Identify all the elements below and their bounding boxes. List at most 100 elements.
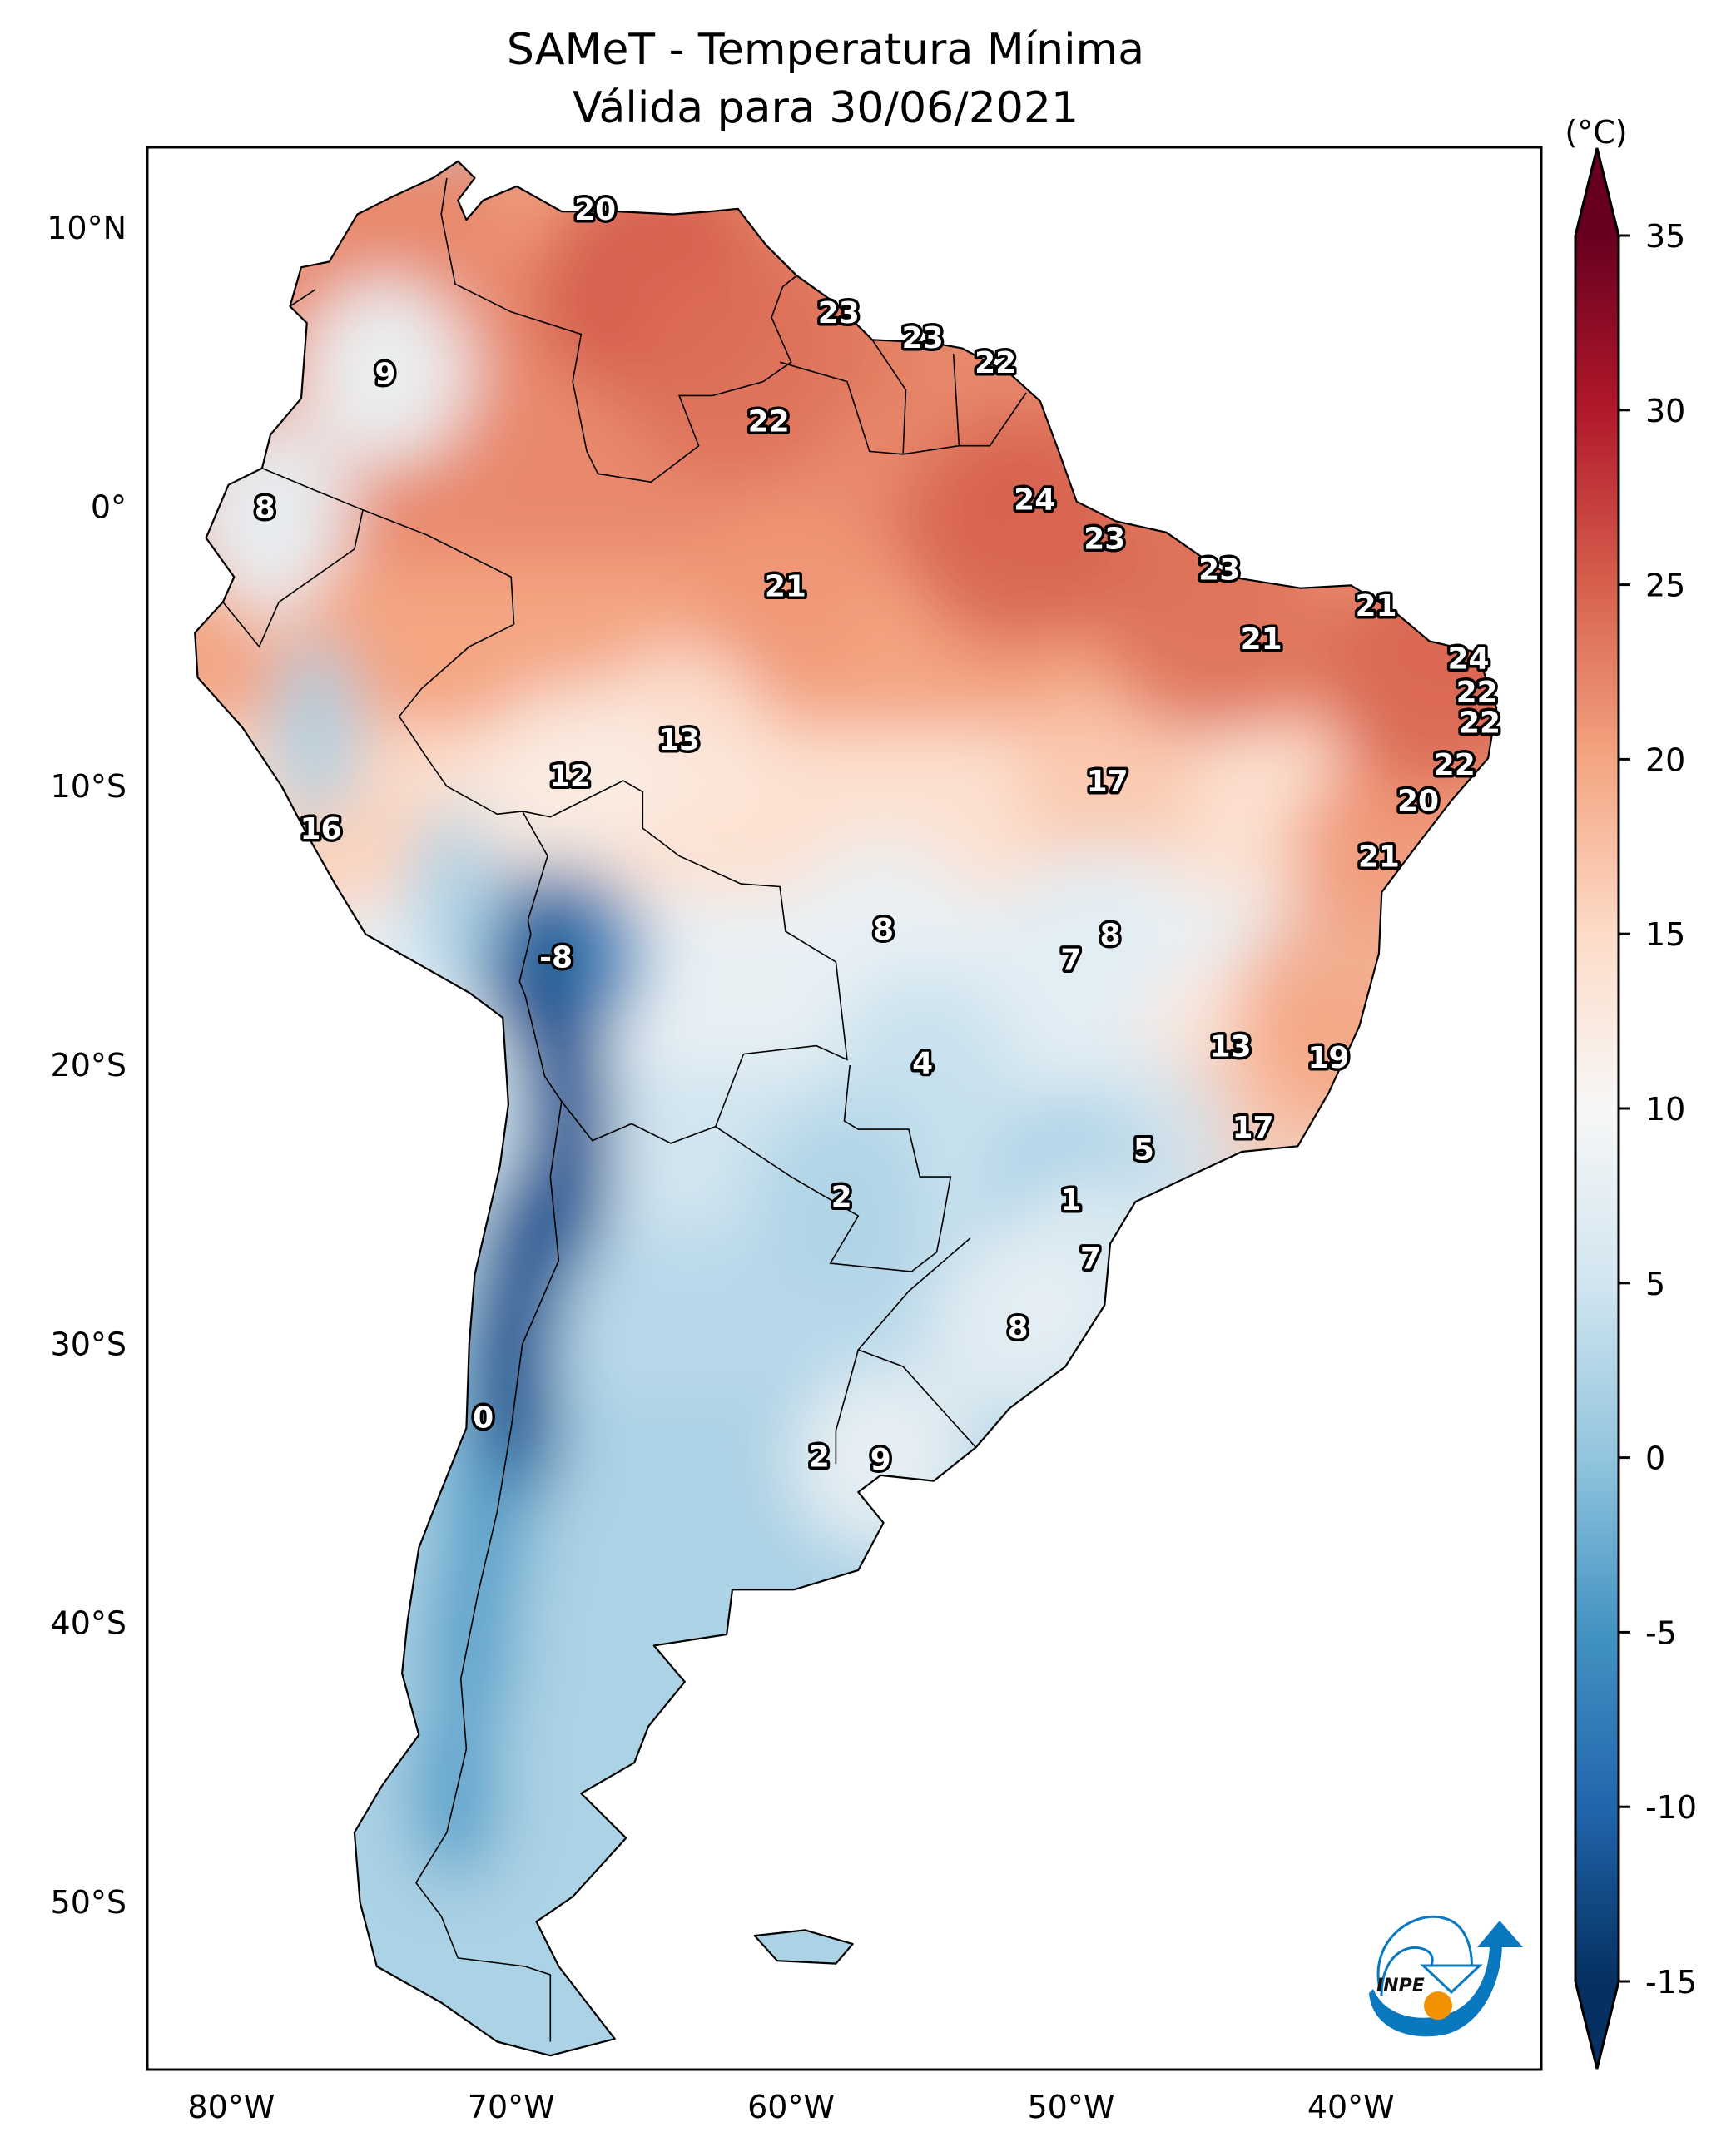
temperature-label: 9 xyxy=(870,1443,891,1477)
temperature-label: 23 xyxy=(1198,553,1240,587)
field-band xyxy=(195,730,1497,818)
y-tick-label: 0° xyxy=(91,488,126,525)
field-blob xyxy=(693,493,877,677)
chart-title: SAMeT - Temperatura Mínima xyxy=(507,25,1144,75)
temperature-label: 8 xyxy=(1008,1312,1029,1346)
colorbar-tick-label: 10 xyxy=(1645,1091,1685,1128)
temperature-label: 22 xyxy=(1459,707,1500,741)
y-tick-label: 50°S xyxy=(51,1884,126,1921)
logo-up-arrow-icon xyxy=(1477,1921,1523,1947)
temperature-label: 16 xyxy=(300,812,341,846)
logo-outer-swirl xyxy=(1376,1915,1473,1990)
temperature-label: 7 xyxy=(1080,1242,1101,1276)
field-blob xyxy=(1015,689,1199,873)
temperature-label: 1 xyxy=(1060,1183,1081,1217)
temperature-label: 23 xyxy=(902,321,944,355)
temperature-label: 12 xyxy=(549,759,591,793)
colorbar-tick-label: 35 xyxy=(1645,218,1685,255)
colorbar-ticks: 35 30 25 20 15 10 5 0 -5 -10 -15 xyxy=(1619,218,1697,2001)
country-borders xyxy=(222,177,1027,2042)
temperature-label: 21 xyxy=(1356,589,1397,623)
temperature-label: 21 xyxy=(1241,622,1282,657)
colorbar-unit-label: (°C) xyxy=(1565,114,1627,151)
logo-inner-swirl xyxy=(1380,1946,1434,1996)
border-line xyxy=(598,275,797,483)
field-hot-core xyxy=(618,250,852,484)
y-tick-label: 10°S xyxy=(51,768,126,805)
colorbar-tick-label: -10 xyxy=(1645,1789,1697,1826)
temperature-label: 5 xyxy=(1133,1133,1154,1168)
x-tick-label: 50°W xyxy=(1027,2089,1114,2125)
border-line xyxy=(835,1349,860,1465)
chart-subtitle: Válida para 30/06/2021 xyxy=(573,83,1079,133)
temperature-label: 23 xyxy=(1084,522,1125,556)
temperature-label: 23 xyxy=(818,296,860,330)
temperature-label: 24 xyxy=(1014,483,1055,517)
temperature-label: 22 xyxy=(975,346,1016,380)
temperature-label: 17 xyxy=(1233,1111,1274,1145)
temperature-label: 22 xyxy=(748,405,790,439)
temperature-label: 17 xyxy=(1087,765,1128,799)
map-area: 2098232322222421232321212422222220211713… xyxy=(147,147,1541,2070)
colorbar-tick-label: 20 xyxy=(1645,741,1685,778)
temperature-label: 8 xyxy=(873,913,894,947)
temperature-label: 20 xyxy=(574,193,616,227)
x-tick-label: 60°W xyxy=(747,2089,835,2125)
x-tick-label: 40°W xyxy=(1307,2089,1395,2125)
colorbar-tick-label: 30 xyxy=(1645,393,1685,429)
border-line xyxy=(290,289,316,307)
colorbar-max-extend-arrow xyxy=(1575,148,1619,236)
logo-blue-arc xyxy=(1369,1943,1502,2037)
border-line xyxy=(779,354,960,455)
colorbar: (°C) 35 30 25 20 15 10 5 0 -5 -10 -15 xyxy=(1565,114,1697,2070)
border-line xyxy=(522,780,848,1144)
colorbar-tick-label: -15 xyxy=(1645,1964,1697,2001)
colorbar-gradient xyxy=(1575,236,1619,1981)
colorbar-min-extend-arrow xyxy=(1575,1981,1619,2069)
logo-down-arrow-icon xyxy=(1420,1964,1483,1995)
temperature-label: 2 xyxy=(809,1440,830,1474)
field-andes xyxy=(409,1698,501,1882)
temperature-label: 0 xyxy=(473,1401,494,1435)
colorbar-tick-label: 25 xyxy=(1645,568,1685,604)
border-line xyxy=(959,392,1027,447)
temperature-label: 8 xyxy=(1099,918,1120,952)
temperature-label: -8 xyxy=(539,940,573,974)
temperature-label: 7 xyxy=(1060,944,1081,978)
inpe-logo: INPE xyxy=(1369,1915,1523,2037)
temperature-label: 8 xyxy=(255,491,275,525)
border-line xyxy=(440,177,599,474)
field-andes xyxy=(269,638,361,822)
temperature-label: 20 xyxy=(1397,785,1439,819)
field-andes xyxy=(227,444,320,627)
border-line xyxy=(362,509,515,625)
temperature-labels: 2098232322222421232321212422222220211713… xyxy=(251,190,1503,1480)
temperature-label: 19 xyxy=(1307,1041,1349,1075)
y-tick-label: 10°N xyxy=(47,210,126,246)
y-tick-label: 30°S xyxy=(51,1326,126,1362)
field-blob xyxy=(979,867,1163,1051)
temperature-label: 21 xyxy=(1358,840,1400,875)
y-tick-label: 20°S xyxy=(51,1047,126,1083)
border-line xyxy=(871,339,907,454)
colorbar-tick-label: -5 xyxy=(1645,1614,1677,1651)
field-andes xyxy=(423,1559,515,1743)
x-tick-label: 70°W xyxy=(468,2089,555,2125)
border-line xyxy=(222,467,364,648)
temperature-label: 2 xyxy=(831,1181,852,1215)
plot-frame xyxy=(146,146,1543,2071)
colorbar-tick-label: 15 xyxy=(1645,916,1685,953)
colorbar-tick-label: 5 xyxy=(1645,1266,1665,1302)
field-andes xyxy=(409,806,501,989)
border-line xyxy=(414,1101,563,2042)
logo-sun xyxy=(1424,1991,1452,2020)
x-axis-ticks: 80°W 70°W 60°W 50°W 40°W xyxy=(187,2089,1394,2125)
colorbar-tick-label: 0 xyxy=(1645,1440,1665,1477)
temperature-label: 21 xyxy=(765,569,806,603)
field-blob xyxy=(831,970,1014,1154)
border-line xyxy=(398,623,548,996)
temperature-label: 24 xyxy=(1447,642,1489,677)
temperature-label: 22 xyxy=(1456,676,1498,710)
temperature-label: 4 xyxy=(912,1047,933,1081)
